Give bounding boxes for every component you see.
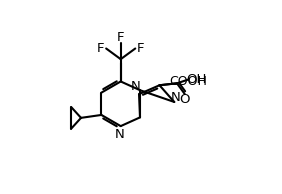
- Text: OH: OH: [186, 73, 206, 86]
- Text: COOH: COOH: [170, 75, 208, 88]
- Text: F: F: [117, 31, 124, 44]
- Text: N: N: [115, 128, 125, 141]
- Text: N: N: [130, 80, 140, 93]
- Text: N: N: [170, 91, 180, 104]
- Text: O: O: [179, 93, 190, 106]
- Text: F: F: [137, 42, 144, 55]
- Text: F: F: [97, 42, 104, 55]
